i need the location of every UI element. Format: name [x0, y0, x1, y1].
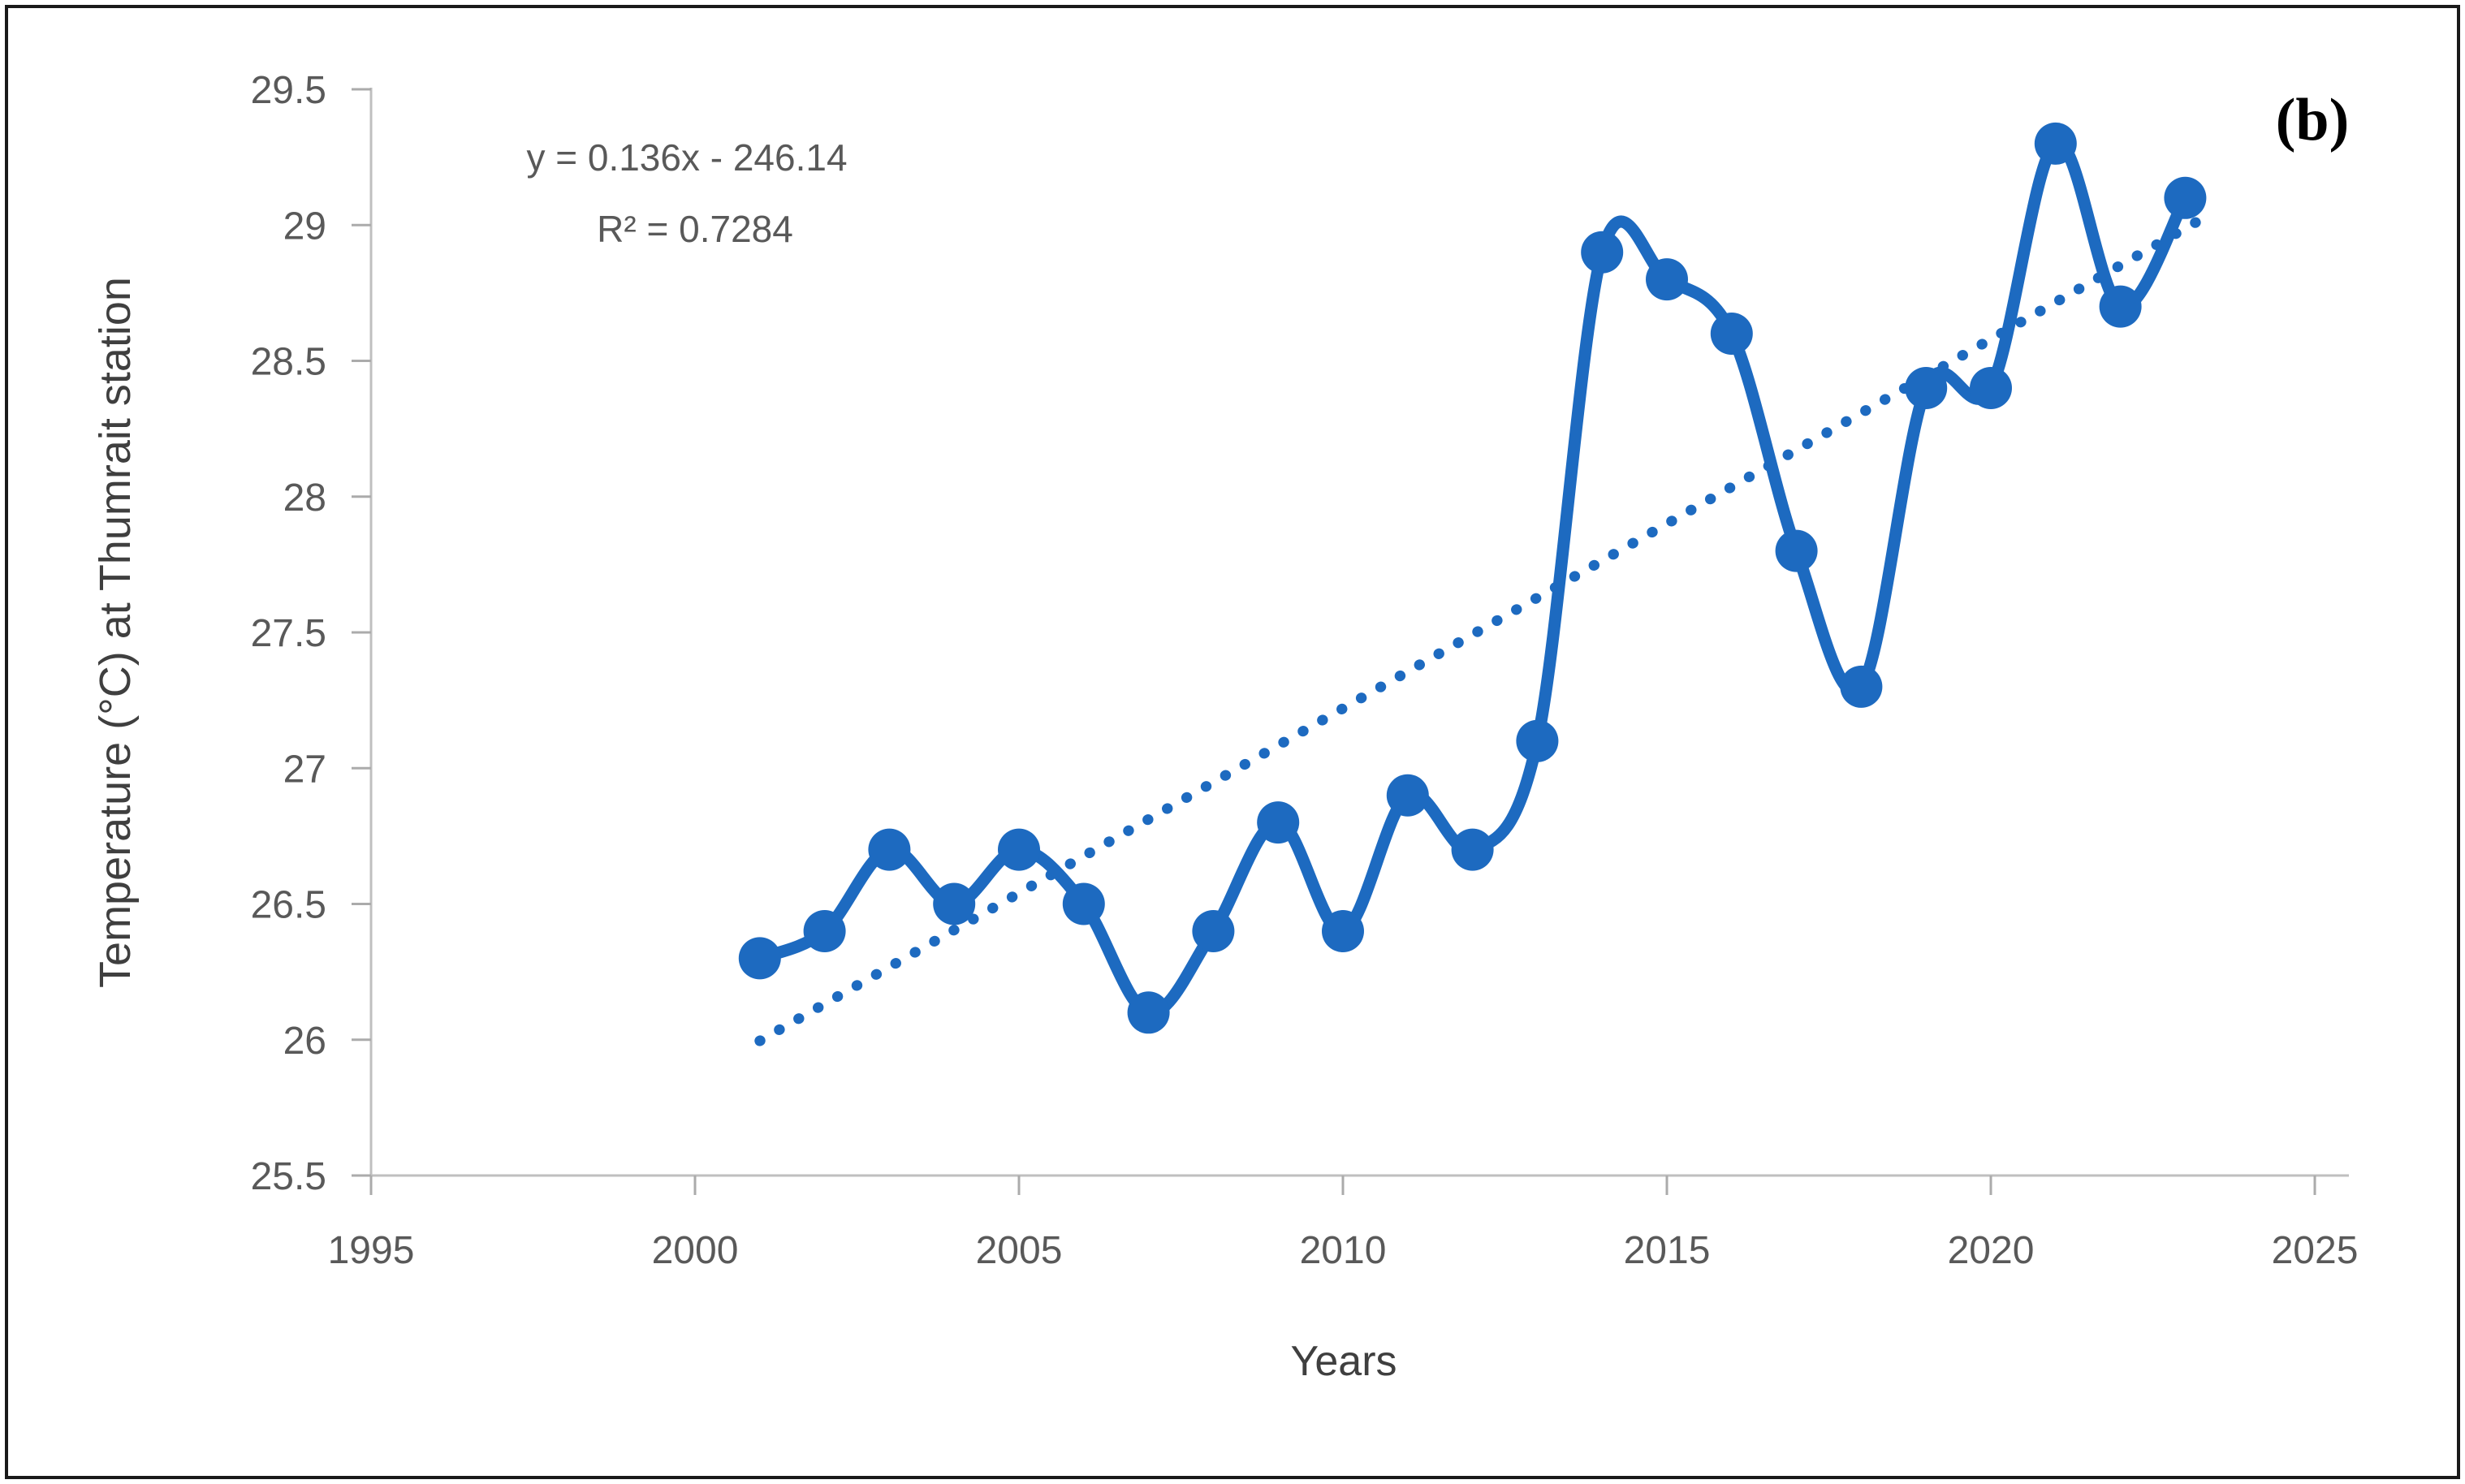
data-point-2012 — [1451, 828, 1494, 871]
data-point-2017 — [1775, 529, 1818, 572]
linear-trendline — [754, 215, 2204, 1046]
x-tick-label: 2015 — [1624, 1229, 1711, 1272]
data-point-2002 — [803, 910, 846, 952]
panel-label: (b) — [2276, 87, 2349, 153]
x-tick-label: 2010 — [1300, 1229, 1387, 1272]
data-point-2007 — [1127, 991, 1170, 1034]
data-point-2006 — [1062, 882, 1105, 925]
y-tick-label: 27.5 — [251, 612, 326, 655]
data-point-2003 — [868, 828, 911, 871]
y-tick-label: 26 — [283, 1020, 326, 1063]
x-tick-label: 1995 — [328, 1229, 415, 1272]
data-series — [738, 122, 2207, 1046]
data-point-2015 — [1646, 258, 1688, 301]
data-point-2020 — [1970, 367, 2012, 409]
data-point-2001 — [738, 937, 781, 980]
data-point-2018 — [1840, 665, 1883, 708]
data-point-2009 — [1257, 801, 1300, 844]
y-tick-label: 29 — [283, 205, 326, 248]
x-tick-label: 2020 — [1948, 1229, 2035, 1272]
y-tick-label: 28 — [283, 477, 326, 520]
y-tick-label: 26.5 — [251, 884, 326, 927]
x-tick-label: 2000 — [652, 1229, 739, 1272]
data-point-2008 — [1192, 910, 1235, 952]
axes: 25.5 26 26.5 27 27.5 28 28.5 29 29.5 1995 2000 2005… — [251, 69, 2359, 1272]
y-tick-label: 28.5 — [251, 341, 326, 384]
data-point-2014 — [1581, 231, 1624, 274]
data-point-2011 — [1386, 774, 1429, 817]
y-tick-label: 25.5 — [251, 1155, 326, 1198]
y-tick-label: 29.5 — [251, 69, 326, 112]
data-point-2013 — [1516, 719, 1559, 762]
x-tick-label: 2005 — [976, 1229, 1063, 1272]
temperature-line — [757, 136, 2191, 1019]
data-point-2004 — [933, 882, 976, 925]
equation-label: y = 0.136x - 246.14 — [526, 136, 847, 179]
data-point-2016 — [1710, 313, 1753, 355]
y-tick-label: 27 — [283, 748, 326, 791]
data-point-2021 — [2034, 122, 2077, 165]
figure-border — [5, 5, 2460, 1479]
data-point-2010 — [1322, 910, 1364, 952]
r-squared-label: R² = 0.7284 — [597, 208, 793, 250]
data-point-2022 — [2099, 285, 2142, 328]
x-tick-label: 2025 — [2272, 1229, 2359, 1272]
x-axis-title: Years — [1290, 1338, 1397, 1385]
data-point-2005 — [998, 828, 1040, 871]
y-axis-title: Temperature (°C) at Thumrait station — [91, 277, 140, 988]
data-point-2023 — [2164, 176, 2207, 219]
data-point-2019 — [1905, 367, 1948, 409]
